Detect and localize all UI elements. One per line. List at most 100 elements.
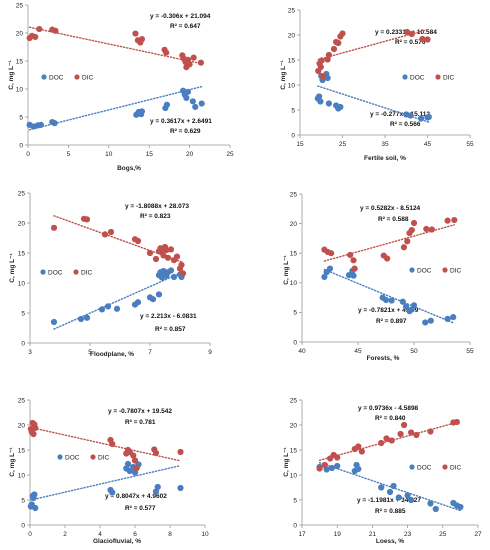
data-point-dic [36, 25, 43, 33]
data-point-doc [378, 484, 385, 491]
trend-equation-doc: y = 2.213x - 6.0831 [140, 313, 197, 320]
y-axis-label: C, mg L⁻¹ [9, 447, 16, 476]
data-point-dic [177, 448, 184, 456]
data-point-doc [404, 492, 411, 499]
data-point-doc [184, 88, 192, 95]
y-tick-label: 20 [16, 30, 24, 37]
data-point-doc [83, 314, 91, 321]
legend-label-doc: DOC [65, 454, 80, 461]
legend-label-dic: DIC [450, 267, 462, 274]
data-point-dic [190, 54, 197, 61]
x-tick-label: 8 [168, 531, 172, 538]
x-tick-label: 15 [146, 151, 154, 158]
y-tick-label: 0 [21, 522, 25, 529]
trendline-dic [318, 421, 458, 462]
legend-label-doc: DOC [417, 267, 432, 274]
y-tick-label: 0 [293, 339, 297, 346]
legend-marker-dic [74, 74, 80, 80]
trend-equation-dic: y = -1.8088x + 28.073 [125, 203, 189, 210]
data-point-doc [50, 318, 58, 326]
data-point-dic [350, 257, 357, 264]
x-tick-label: 3 [28, 349, 32, 356]
data-point-doc [325, 100, 332, 107]
x-tick-label: 25 [339, 141, 347, 148]
data-point-dic [133, 464, 140, 472]
data-point-doc [31, 491, 38, 498]
data-point-dic [444, 217, 451, 224]
data-point-dic [339, 30, 346, 37]
x-tick-label: 10 [105, 151, 113, 158]
data-point-doc [154, 483, 161, 491]
chart-panel-glaciofluvial: Glaciofluvial, % C, mg L⁻¹ y = -0.7807x … [9, 397, 209, 545]
data-point-doc [198, 100, 205, 107]
y-tick-label: 0 [291, 132, 295, 139]
data-point-dic [351, 265, 358, 272]
data-point-doc [149, 296, 157, 303]
legend-label-doc: DOC [48, 269, 63, 276]
data-point-dic [318, 57, 325, 64]
x-tick-label: 35 [381, 141, 389, 148]
data-point-doc [399, 298, 406, 305]
legend-marker-dic [90, 454, 96, 460]
data-point-dic [197, 59, 205, 66]
data-point-dic [30, 430, 37, 438]
data-point-doc [337, 103, 344, 111]
trend-r2-doc: R² = 0.577 [125, 505, 156, 512]
data-point-dic [52, 27, 59, 34]
trend-r2-doc: R² = 0.897 [376, 318, 407, 325]
y-axis-label: C, mg L⁻¹ [283, 255, 290, 284]
data-point-dic [50, 224, 58, 231]
x-tick-label: 5 [88, 349, 92, 356]
legend-label-dic: DIC [450, 464, 462, 471]
data-point-dic [410, 219, 418, 227]
y-tick-label: 5 [291, 107, 295, 114]
y-tick-label: 15 [18, 447, 26, 454]
y-tick-label: 10 [16, 86, 24, 93]
x-tick-label: 19 [334, 531, 342, 538]
y-tick-label: 25 [16, 2, 24, 9]
data-point-doc [425, 113, 432, 121]
data-point-doc [109, 489, 116, 496]
data-point-doc [167, 267, 175, 274]
y-tick-label: 5 [19, 114, 23, 121]
data-point-dic [424, 36, 431, 43]
data-point-dic [32, 424, 39, 432]
data-point-dic [404, 238, 411, 245]
data-point-dic [107, 228, 115, 236]
y-tick-label: 15 [290, 447, 298, 454]
x-tick-label: 9 [208, 349, 212, 356]
data-point-dic [347, 251, 354, 259]
trend-r2-dic: R² = 0.576 [395, 39, 426, 46]
data-point-doc [418, 115, 425, 122]
data-point-doc [450, 314, 457, 321]
data-point-doc [324, 74, 331, 82]
data-point-dic [167, 246, 175, 253]
chart-panel-floodplane: Floodplane, % C, mg L⁻¹ y = -1.8088x + 2… [9, 190, 212, 358]
data-point-doc [77, 315, 85, 323]
legend-marker-dic [442, 267, 448, 273]
data-point-doc [407, 112, 414, 119]
data-point-doc [32, 504, 39, 512]
x-tick-label: 15 [296, 141, 304, 148]
data-point-dic [316, 465, 323, 472]
legend-marker-doc [409, 267, 415, 273]
legend-label-doc: DOC [410, 74, 425, 81]
data-point-dic [152, 449, 160, 457]
data-point-doc [317, 98, 324, 105]
y-tick-label: 0 [293, 522, 297, 529]
data-point-dic [163, 49, 170, 56]
data-point-doc [177, 484, 184, 492]
data-point-dic [408, 227, 415, 234]
data-point-doc [382, 296, 390, 304]
trend-equation-dic: y = -0.306x + 21.094 [150, 13, 211, 20]
trend-equation-doc: y = -0.277x + 15.112 [370, 111, 430, 118]
data-point-doc [328, 464, 336, 472]
data-point-doc [189, 98, 196, 105]
x-tick-label: 0 [28, 531, 32, 538]
y-tick-label: 20 [18, 422, 26, 429]
data-point-doc [126, 467, 133, 475]
legend-label-dic: DIC [82, 74, 94, 81]
y-tick-label: 25 [18, 397, 26, 404]
data-point-dic [131, 457, 139, 464]
data-point-dic [32, 33, 39, 41]
